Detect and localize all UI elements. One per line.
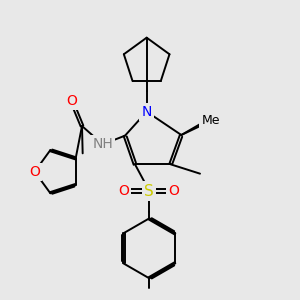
Text: Me: Me [201,115,220,128]
Text: N: N [142,105,152,119]
Text: S: S [145,184,154,199]
Text: NH: NH [92,137,113,151]
Text: O: O [118,184,129,198]
Text: O: O [29,165,40,179]
Text: O: O [169,184,179,198]
Text: O: O [66,94,77,108]
